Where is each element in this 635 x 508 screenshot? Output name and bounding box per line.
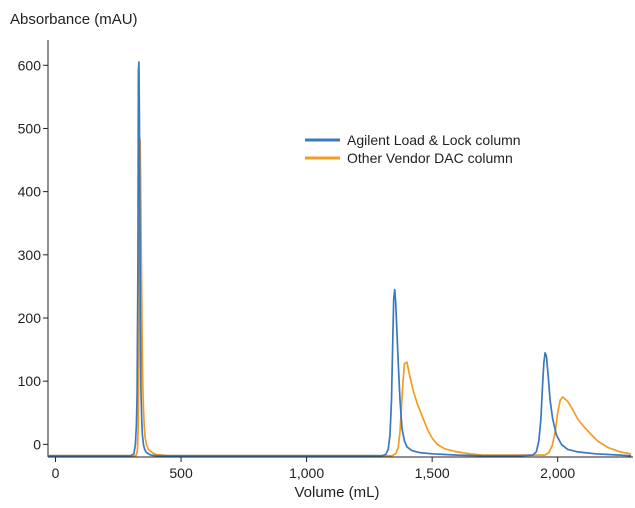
y-tick-label: 500 (18, 120, 42, 136)
legend-label: Other Vendor DAC column (347, 150, 513, 166)
y-tick-label: 100 (18, 373, 42, 389)
y-tick-label: 300 (18, 247, 42, 263)
x-tick-label: 500 (169, 465, 193, 481)
y-tick-label: 0 (33, 436, 41, 452)
x-axis-title: Volume (mL) (294, 484, 379, 501)
y-tick-label: 400 (18, 184, 42, 200)
series-line-agilent (47, 61, 632, 457)
y-axis-title: Absorbance (mAU) (10, 11, 138, 28)
y-tick-label: 200 (18, 310, 42, 326)
y-tick-label: 600 (18, 57, 42, 73)
x-tick-label: 2,000 (540, 465, 575, 481)
x-tick-label: 1,500 (415, 465, 450, 481)
x-tick-label: 1,000 (289, 465, 324, 481)
legend-label: Agilent Load & Lock column (347, 132, 521, 148)
x-tick-label: 0 (52, 465, 60, 481)
series-line-other-vendor (47, 138, 632, 457)
